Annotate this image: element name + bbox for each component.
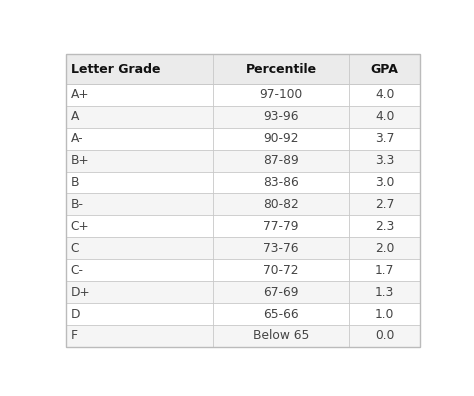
Text: Letter Grade: Letter Grade bbox=[71, 63, 160, 76]
Text: A+: A+ bbox=[71, 88, 89, 101]
Bar bbox=[66, 54, 213, 84]
Text: A: A bbox=[71, 110, 79, 123]
Bar bbox=[213, 259, 349, 281]
Text: C: C bbox=[71, 242, 79, 255]
Bar bbox=[66, 303, 213, 325]
Text: Percentile: Percentile bbox=[246, 63, 317, 76]
Bar bbox=[66, 106, 213, 128]
Bar bbox=[66, 281, 213, 303]
Text: B+: B+ bbox=[71, 154, 89, 167]
Bar bbox=[213, 171, 349, 194]
Bar bbox=[213, 54, 349, 84]
Bar bbox=[213, 150, 349, 171]
Text: A-: A- bbox=[71, 132, 83, 145]
Bar bbox=[349, 194, 420, 215]
Text: 4.0: 4.0 bbox=[375, 110, 394, 123]
Text: 3.7: 3.7 bbox=[375, 132, 394, 145]
Text: 0.0: 0.0 bbox=[375, 329, 394, 343]
Bar bbox=[66, 84, 213, 106]
Text: 80-82: 80-82 bbox=[263, 198, 299, 211]
Text: C+: C+ bbox=[71, 220, 89, 233]
Bar bbox=[66, 128, 213, 150]
Bar bbox=[349, 325, 420, 347]
Bar bbox=[213, 84, 349, 106]
Bar bbox=[349, 215, 420, 237]
Text: 2.7: 2.7 bbox=[375, 198, 394, 211]
Text: C-: C- bbox=[71, 264, 83, 277]
Bar bbox=[213, 237, 349, 259]
Text: 90-92: 90-92 bbox=[263, 132, 299, 145]
Text: 73-76: 73-76 bbox=[263, 242, 299, 255]
Bar bbox=[349, 128, 420, 150]
Bar bbox=[66, 194, 213, 215]
Bar bbox=[66, 237, 213, 259]
Bar bbox=[349, 171, 420, 194]
Text: 3.0: 3.0 bbox=[375, 176, 394, 189]
Bar bbox=[213, 215, 349, 237]
Bar bbox=[66, 325, 213, 347]
Bar bbox=[213, 325, 349, 347]
Text: 2.3: 2.3 bbox=[375, 220, 394, 233]
Bar bbox=[349, 84, 420, 106]
Bar bbox=[213, 128, 349, 150]
Text: 1.3: 1.3 bbox=[375, 286, 394, 299]
Text: 93-96: 93-96 bbox=[263, 110, 299, 123]
Bar bbox=[213, 194, 349, 215]
Text: B: B bbox=[71, 176, 79, 189]
Text: D: D bbox=[71, 308, 80, 320]
Text: 2.0: 2.0 bbox=[375, 242, 394, 255]
Bar bbox=[213, 281, 349, 303]
Text: 3.3: 3.3 bbox=[375, 154, 394, 167]
Bar bbox=[349, 237, 420, 259]
Bar bbox=[349, 303, 420, 325]
Bar bbox=[349, 259, 420, 281]
Bar bbox=[213, 303, 349, 325]
Bar bbox=[349, 54, 420, 84]
Text: 87-89: 87-89 bbox=[263, 154, 299, 167]
Bar bbox=[349, 150, 420, 171]
Text: 77-79: 77-79 bbox=[263, 220, 299, 233]
Text: Below 65: Below 65 bbox=[253, 329, 309, 343]
Text: 4.0: 4.0 bbox=[375, 88, 394, 101]
Text: B-: B- bbox=[71, 198, 83, 211]
Text: 67-69: 67-69 bbox=[263, 286, 299, 299]
Bar bbox=[66, 259, 213, 281]
Text: GPA: GPA bbox=[371, 63, 399, 76]
Text: 70-72: 70-72 bbox=[263, 264, 299, 277]
Bar bbox=[213, 106, 349, 128]
Text: 83-86: 83-86 bbox=[263, 176, 299, 189]
Bar bbox=[66, 171, 213, 194]
Text: 1.0: 1.0 bbox=[375, 308, 394, 320]
Bar bbox=[66, 215, 213, 237]
Bar bbox=[349, 106, 420, 128]
Text: 97-100: 97-100 bbox=[259, 88, 302, 101]
Text: 65-66: 65-66 bbox=[263, 308, 299, 320]
Text: 1.7: 1.7 bbox=[375, 264, 394, 277]
Text: F: F bbox=[71, 329, 78, 343]
Bar bbox=[66, 150, 213, 171]
Text: D+: D+ bbox=[71, 286, 90, 299]
Bar bbox=[349, 281, 420, 303]
